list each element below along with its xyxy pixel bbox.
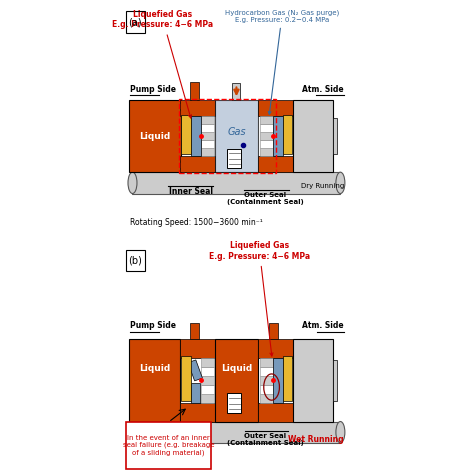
Bar	[215, 339, 258, 421]
Bar	[258, 100, 293, 116]
Bar	[260, 385, 273, 394]
Text: Pump Side: Pump Side	[130, 84, 176, 93]
Bar	[201, 376, 214, 385]
Text: Wet Running: Wet Running	[288, 435, 344, 444]
Ellipse shape	[336, 172, 345, 193]
Polygon shape	[188, 360, 202, 381]
Bar	[201, 148, 214, 156]
Bar	[201, 385, 214, 394]
Text: Liquefied Gas
E.g. Pressure: 4−6 MPa: Liquefied Gas E.g. Pressure: 4−6 MPa	[112, 10, 213, 118]
Bar	[283, 356, 292, 401]
Text: (b): (b)	[128, 255, 142, 265]
Bar	[129, 100, 181, 172]
Bar	[181, 115, 191, 155]
Ellipse shape	[336, 421, 345, 443]
Bar	[227, 393, 241, 412]
Bar	[180, 100, 215, 116]
Bar	[181, 356, 191, 401]
Bar	[180, 156, 215, 172]
Text: Liquefied Gas
E.g. Pressure: 4−6 MPa: Liquefied Gas E.g. Pressure: 4−6 MPa	[209, 241, 310, 356]
Bar	[260, 132, 273, 140]
Bar	[201, 140, 214, 148]
Bar	[227, 148, 241, 168]
FancyBboxPatch shape	[126, 421, 211, 469]
Bar	[179, 99, 276, 173]
Bar	[260, 148, 273, 156]
Bar	[258, 156, 293, 172]
Bar	[191, 383, 200, 403]
Text: Liquid: Liquid	[221, 364, 252, 373]
Ellipse shape	[128, 421, 137, 443]
Bar	[260, 394, 273, 403]
Text: Gas: Gas	[227, 127, 246, 137]
Bar	[201, 116, 214, 124]
Bar	[293, 339, 333, 421]
Bar	[180, 403, 215, 421]
Bar	[258, 403, 293, 421]
Bar	[333, 118, 337, 154]
Ellipse shape	[128, 172, 137, 193]
Bar	[191, 116, 201, 156]
Text: Outer Seal
(Containment Seal): Outer Seal (Containment Seal)	[227, 433, 303, 446]
Bar	[215, 100, 258, 172]
Text: Liquid: Liquid	[139, 132, 171, 141]
Bar	[260, 116, 273, 124]
Bar	[258, 339, 293, 357]
Text: In the event of an inner
seal failure (e.g. breakage
of a sliding material): In the event of an inner seal failure (e…	[123, 435, 214, 456]
Bar	[129, 339, 180, 421]
Text: Liquid: Liquid	[139, 364, 170, 373]
Bar	[201, 367, 214, 376]
Text: (a): (a)	[128, 17, 142, 27]
Bar	[333, 360, 337, 401]
Bar	[232, 83, 240, 100]
Bar	[201, 124, 214, 132]
Bar	[201, 357, 214, 367]
Bar	[260, 357, 273, 367]
Bar	[283, 115, 292, 155]
Bar	[201, 394, 214, 403]
Text: Inner Seal: Inner Seal	[169, 187, 213, 196]
Bar	[273, 116, 283, 156]
Bar	[260, 376, 273, 385]
Bar	[133, 172, 340, 193]
Bar	[133, 421, 340, 443]
Bar	[260, 124, 273, 132]
Bar	[260, 367, 273, 376]
Text: Hydrocarbon Gas (N₂ Gas purge)
E.g. Pressure: 0.2−0.4 MPa: Hydrocarbon Gas (N₂ Gas purge) E.g. Pres…	[225, 9, 339, 114]
Bar	[260, 140, 273, 148]
Bar	[293, 100, 333, 172]
Text: Atm. Side: Atm. Side	[302, 84, 344, 93]
Text: Atm. Side: Atm. Side	[302, 321, 344, 330]
Bar	[273, 357, 283, 403]
Text: Dry Running: Dry Running	[301, 183, 344, 190]
Text: Pump Side: Pump Side	[130, 321, 176, 330]
Bar	[269, 323, 277, 339]
Bar	[201, 132, 214, 140]
Bar	[190, 323, 199, 339]
FancyBboxPatch shape	[126, 11, 145, 33]
FancyBboxPatch shape	[126, 250, 145, 271]
Bar	[180, 339, 215, 357]
Text: Rotating Speed: 1500−3600 min⁻¹: Rotating Speed: 1500−3600 min⁻¹	[130, 218, 263, 227]
Bar	[190, 82, 199, 100]
Text: Outer Seal
(Containment Seal): Outer Seal (Containment Seal)	[227, 192, 303, 205]
